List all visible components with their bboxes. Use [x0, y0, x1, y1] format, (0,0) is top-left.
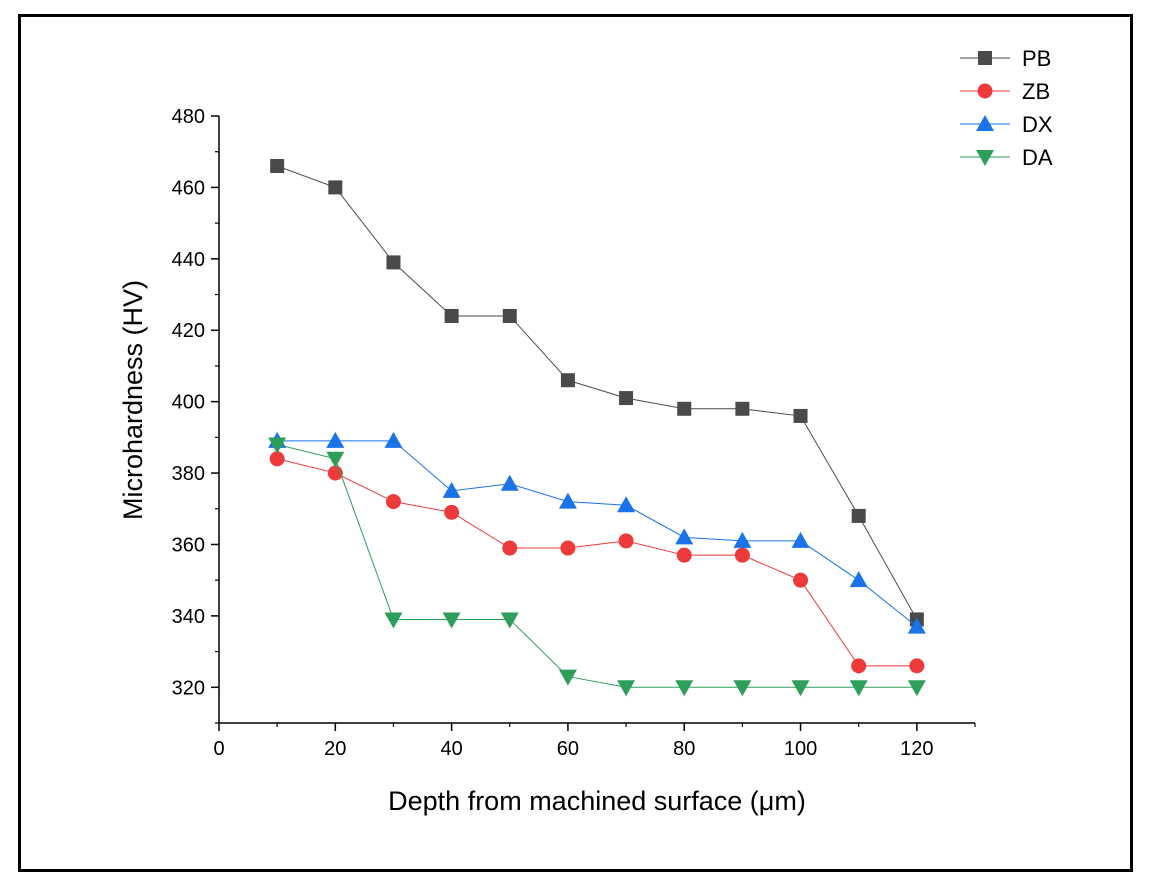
series-dx-point	[442, 481, 461, 498]
series-da-point	[849, 680, 868, 697]
series-zb-line	[277, 458, 917, 667]
series-da-point	[384, 612, 403, 629]
axes: 0 20 40 60 80 100 120 320 340 360 380 400 420 440 460 4…	[172, 106, 976, 760]
series-da-point	[558, 669, 577, 686]
series-zb-point	[444, 504, 460, 520]
series-dx-point	[849, 571, 868, 588]
y-axis-label: Microhardness (HV)	[118, 280, 148, 520]
series-da-point	[500, 612, 519, 629]
x-tick-label: 100	[784, 738, 817, 760]
series-da-point	[268, 437, 287, 454]
y-tick-label: 460	[172, 177, 205, 199]
series-pb-line	[276, 165, 918, 620]
legend-item-da: DA	[960, 145, 1053, 170]
series-dx-point	[791, 531, 810, 548]
legend-label-dx: DX	[1022, 112, 1053, 137]
series-dx-line	[277, 440, 918, 627]
series-zb-point	[618, 533, 634, 549]
series-da-point	[675, 680, 694, 697]
legend-item-zb: ZB	[960, 79, 1050, 104]
y-tick-label: 440	[172, 249, 205, 271]
series-zb	[269, 451, 925, 674]
series-da-point	[326, 451, 345, 468]
legend-marker-dx	[976, 115, 994, 131]
series-pb-point	[386, 255, 401, 270]
y-tick-label: 340	[172, 606, 205, 628]
series-da-point	[907, 680, 926, 697]
y-tick-label: 380	[172, 463, 205, 485]
y-tick-label: 420	[172, 320, 205, 342]
y-tick-label: 400	[172, 392, 205, 414]
legend-label-da: DA	[1022, 145, 1053, 170]
series-dx	[268, 431, 926, 634]
series-dx-point	[907, 617, 926, 634]
series-dx-point	[675, 528, 694, 545]
series-dx-point	[326, 431, 345, 448]
series-da-point	[617, 680, 636, 697]
series-zb-point	[502, 540, 518, 556]
series-pb-point	[560, 373, 575, 388]
series-dx-point	[558, 492, 577, 509]
series-zb-point	[851, 658, 867, 674]
y-tick-label: 360	[172, 534, 205, 556]
x-tick-label: 0	[213, 738, 224, 760]
series-zb-point	[734, 547, 750, 563]
series-pb-point	[270, 158, 285, 173]
series-dx-point	[733, 531, 752, 548]
series-zb-point	[385, 494, 401, 510]
series-pb-point	[735, 401, 750, 416]
legend-marker-da	[976, 150, 994, 166]
series-pb-point	[851, 508, 866, 523]
chart-frame	[18, 14, 1133, 872]
series-zb-point	[909, 658, 925, 674]
legend-item-dx: DX	[960, 112, 1053, 137]
y-tick-label: 320	[172, 677, 205, 699]
x-tick-label: 80	[673, 738, 695, 760]
series-zb-point	[269, 451, 285, 467]
legend-item-pb: PB	[960, 46, 1051, 71]
x-tick-label: 120	[900, 738, 933, 760]
legend-label-zb: ZB	[1022, 79, 1050, 104]
series-pb-point	[328, 180, 343, 195]
legend-marker-pb	[978, 51, 992, 65]
x-tick-label: 20	[324, 738, 346, 760]
x-tick-label: 40	[440, 738, 462, 760]
series-dx-point	[617, 496, 636, 513]
series-pb	[270, 158, 924, 627]
series-dx-point	[384, 431, 403, 448]
legend-label-pb: PB	[1022, 46, 1051, 71]
series-pb-point	[677, 401, 692, 416]
series-da	[268, 437, 926, 697]
series-layer	[268, 158, 926, 697]
series-dx-point	[500, 474, 519, 491]
series-da-line	[277, 444, 917, 688]
series-da-point	[733, 680, 752, 697]
series-da-point	[442, 612, 461, 629]
x-axis-label: Depth from machined surface (μm)	[388, 786, 806, 816]
x-tick-label: 60	[557, 738, 579, 760]
series-zb-point	[793, 572, 809, 588]
series-da-point	[791, 680, 810, 697]
series-pb-point	[793, 408, 808, 423]
legend: PB ZB DX DA	[960, 46, 1053, 170]
series-pb-point	[444, 308, 459, 323]
series-pb-point	[619, 391, 634, 406]
series-zb-point	[560, 540, 576, 556]
series-pb-point	[502, 308, 517, 323]
series-zb-point	[676, 547, 692, 563]
legend-marker-zb	[977, 83, 993, 99]
y-tick-label: 480	[172, 106, 205, 128]
